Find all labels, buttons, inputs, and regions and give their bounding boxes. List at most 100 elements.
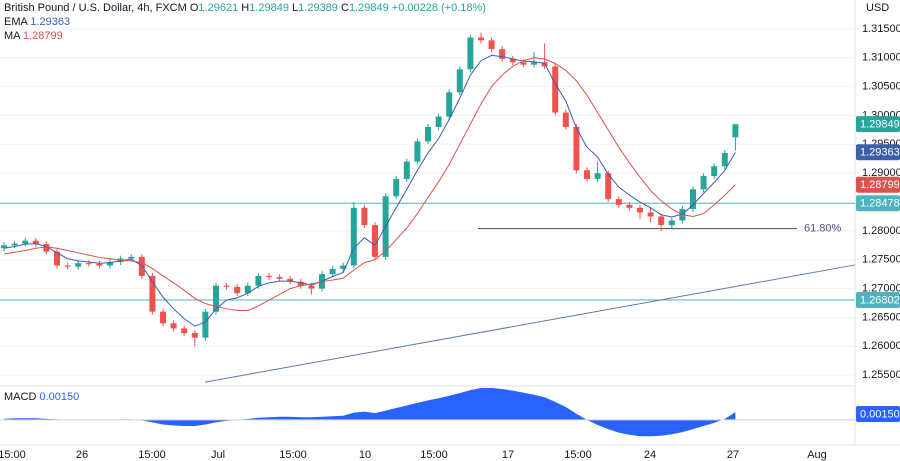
level-tag <box>856 195 900 212</box>
candle-body <box>446 92 453 117</box>
x-tick-label: 15:00 <box>0 449 26 461</box>
candle-body <box>626 204 633 208</box>
candle-body <box>297 281 304 286</box>
fib-label: 61.80% <box>804 222 842 234</box>
macd-value: 0.00150 <box>39 391 79 403</box>
candle-body <box>456 69 463 93</box>
candle-body <box>637 207 643 213</box>
candle-body <box>531 62 537 65</box>
candle-body <box>372 225 378 257</box>
candle-body <box>85 263 92 265</box>
currency: USD <box>866 2 889 14</box>
y-tick-label: 1.29000 <box>862 167 900 179</box>
candle-body <box>107 262 113 266</box>
candle-body <box>658 216 665 226</box>
ohlc-label: L <box>292 2 298 14</box>
ohlc-label: H <box>241 2 249 14</box>
candle-body <box>594 173 601 179</box>
candle-body <box>181 328 188 334</box>
indicator-name: MA <box>4 30 21 42</box>
candle-body <box>584 170 590 179</box>
candle-body <box>244 285 251 294</box>
candle-body <box>11 243 18 246</box>
candle-body <box>234 286 241 294</box>
x-tick-label: 26 <box>76 449 88 461</box>
header: British Pound / U.S. Dollar, 4h, FXCM O1… <box>4 2 486 14</box>
candle-body <box>605 173 612 200</box>
candle-body <box>64 265 71 267</box>
candle-body <box>361 207 368 226</box>
indicator-tag <box>856 144 900 161</box>
candle-body <box>308 285 315 289</box>
x-tick-label: 15:00 <box>138 449 166 461</box>
candle-body <box>32 240 39 245</box>
indicator-legend: EMA 1.29363 <box>4 16 70 28</box>
level-tag-label: 1.26802 <box>860 294 900 306</box>
candle-body <box>700 176 707 190</box>
candle-body <box>467 37 474 70</box>
change: +0.00228 (+0.18%) <box>392 2 486 14</box>
x-tick-label: 17 <box>502 449 514 461</box>
candle-body <box>191 333 198 338</box>
price-tag-label: 1.29849 <box>860 119 900 131</box>
y-tick-label: 1.27500 <box>862 254 900 266</box>
y-tick-label: 1.31500 <box>862 23 900 35</box>
candle-body <box>223 285 230 287</box>
candle-body <box>43 244 50 252</box>
indicator-tag-label: 1.29363 <box>860 147 900 159</box>
x-tick-label: 15:00 <box>279 449 307 461</box>
candle-body <box>690 189 696 209</box>
candle-body <box>414 141 421 162</box>
candle-body <box>75 263 82 267</box>
y-tick-label: 1.31000 <box>862 52 900 64</box>
candle-body <box>202 311 209 338</box>
candle-body <box>509 58 516 63</box>
x-tick-label: 27 <box>727 449 739 461</box>
macd-name: MACD <box>4 391 36 403</box>
candle-body <box>488 40 495 50</box>
y-tick-label: 1.25500 <box>862 369 900 381</box>
candle-body <box>350 207 357 266</box>
ohlc-value: 1.29389 <box>298 2 338 14</box>
ohlc-value: 1.29849 <box>349 2 389 14</box>
level-tag-label: 1.28478 <box>860 198 900 210</box>
candle-body <box>562 112 569 127</box>
candle-body <box>329 268 336 275</box>
indicator-line <box>3 54 736 327</box>
x-tick-label: Jul <box>211 449 225 461</box>
candle-body <box>160 311 166 324</box>
candle-body <box>96 263 103 266</box>
macd-tag <box>856 406 900 422</box>
candle-body <box>425 126 431 142</box>
indicator-name: EMA <box>4 16 29 28</box>
candle-body <box>255 275 262 286</box>
y-tick-label: 1.26000 <box>862 340 900 352</box>
y-tick-label: 1.30500 <box>862 80 900 92</box>
x-tick-label: Aug <box>807 449 827 461</box>
candle-body <box>520 62 527 65</box>
candle-body <box>721 152 728 167</box>
macd-area <box>4 388 736 437</box>
candle-body <box>128 256 135 259</box>
trendline <box>204 264 856 383</box>
y-tick-label: 1.28000 <box>862 225 900 237</box>
candle-body <box>573 126 580 171</box>
macd-tag-label: 0.00150 <box>860 408 900 420</box>
candle-body <box>1 245 7 249</box>
ohlc-value: 1.29621 <box>198 2 238 14</box>
level-tag <box>856 292 900 309</box>
candle-body <box>615 199 622 205</box>
candle-body <box>22 240 29 244</box>
candle-body <box>403 161 410 179</box>
symbol-title: British Pound / U.S. Dollar, 4h, FXCM <box>4 2 187 14</box>
price-tag <box>856 116 900 133</box>
candle-body <box>393 178 400 197</box>
candle-body <box>435 116 442 127</box>
ohlc-label: O <box>190 2 199 14</box>
candle-body <box>552 66 559 113</box>
candle-body <box>54 251 60 266</box>
candle-body <box>711 166 718 177</box>
macd-legend: MACD 0.00150 <box>4 391 79 403</box>
x-tick-label: 10 <box>359 449 371 461</box>
